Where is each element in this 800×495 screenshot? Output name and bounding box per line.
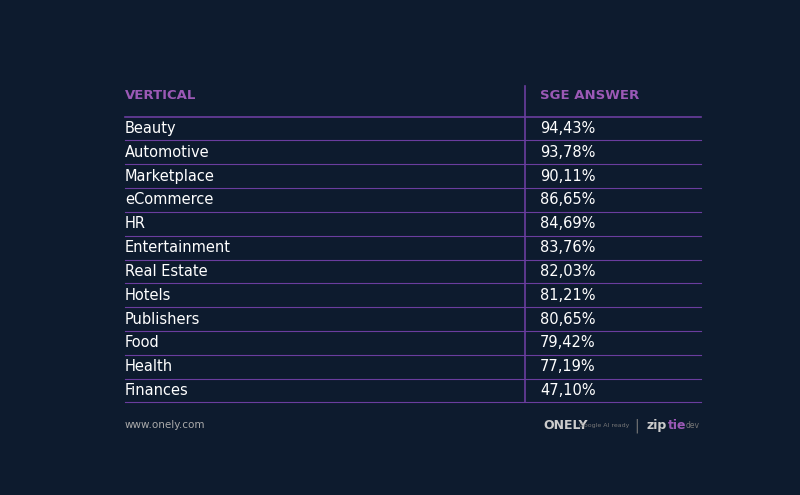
Text: zip: zip xyxy=(647,419,667,432)
Text: eCommerce: eCommerce xyxy=(125,193,213,207)
Text: Health: Health xyxy=(125,359,173,374)
Text: Entertainment: Entertainment xyxy=(125,240,231,255)
Text: 81,21%: 81,21% xyxy=(540,288,596,303)
Text: Real Estate: Real Estate xyxy=(125,264,207,279)
Text: Hotels: Hotels xyxy=(125,288,171,303)
Text: www.onely.com: www.onely.com xyxy=(125,420,206,430)
Text: Google AI ready: Google AI ready xyxy=(579,423,630,428)
Text: 84,69%: 84,69% xyxy=(540,216,595,231)
Text: Marketplace: Marketplace xyxy=(125,169,214,184)
Text: Automotive: Automotive xyxy=(125,145,210,160)
Text: |: | xyxy=(634,418,638,433)
Text: ONELY: ONELY xyxy=(543,419,588,432)
Text: HR: HR xyxy=(125,216,146,231)
Text: Publishers: Publishers xyxy=(125,311,200,327)
Text: 80,65%: 80,65% xyxy=(540,311,596,327)
Text: 93,78%: 93,78% xyxy=(540,145,595,160)
Text: 79,42%: 79,42% xyxy=(540,336,596,350)
Text: 82,03%: 82,03% xyxy=(540,264,596,279)
Text: Beauty: Beauty xyxy=(125,121,177,136)
Text: 77,19%: 77,19% xyxy=(540,359,596,374)
Text: 47,10%: 47,10% xyxy=(540,383,596,398)
Text: tie: tie xyxy=(668,419,686,432)
Text: Finances: Finances xyxy=(125,383,189,398)
Text: dev: dev xyxy=(686,421,700,430)
Text: Food: Food xyxy=(125,336,159,350)
Text: 94,43%: 94,43% xyxy=(540,121,595,136)
Text: 90,11%: 90,11% xyxy=(540,169,596,184)
Text: 86,65%: 86,65% xyxy=(540,193,595,207)
Text: SGE ANSWER: SGE ANSWER xyxy=(540,89,639,102)
Text: VERTICAL: VERTICAL xyxy=(125,89,196,102)
Text: 83,76%: 83,76% xyxy=(540,240,595,255)
